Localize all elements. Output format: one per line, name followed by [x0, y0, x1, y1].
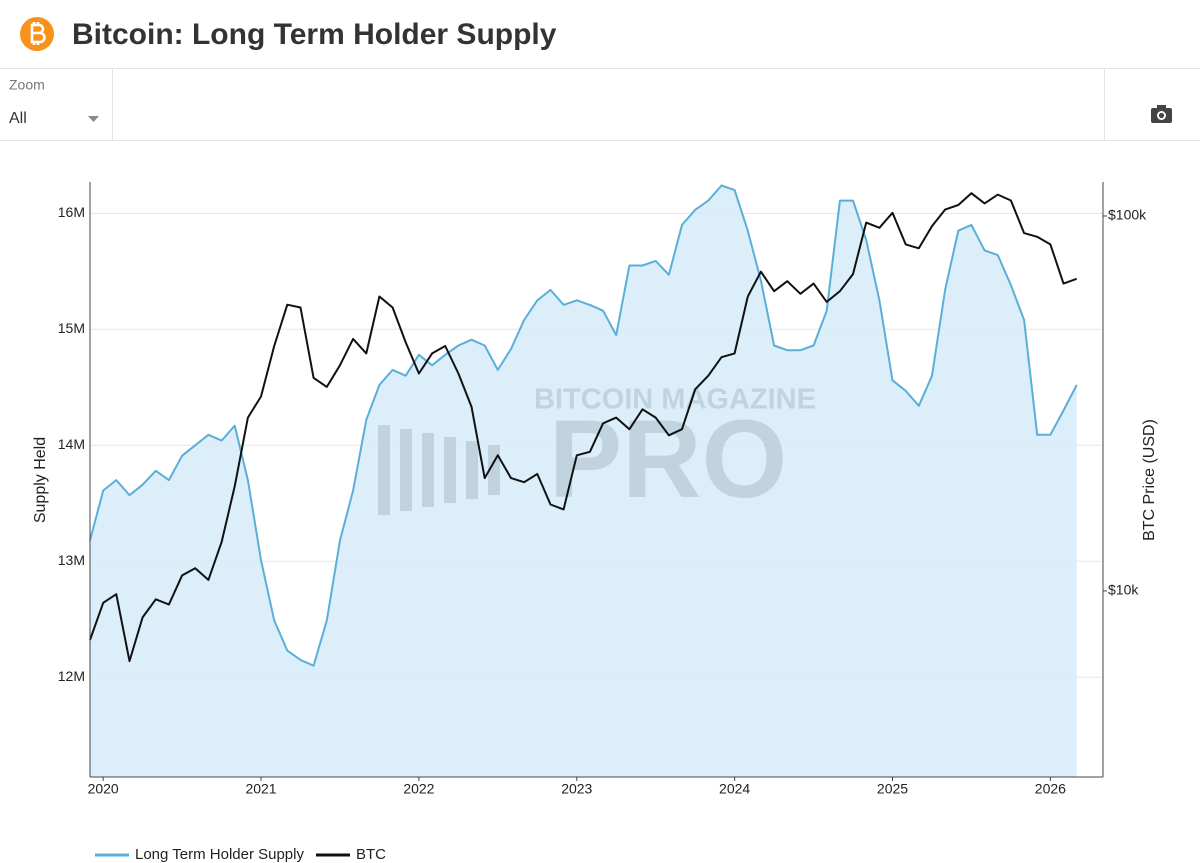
x-tick-label: 2022: [403, 781, 434, 797]
plot: 12M 13M 14M 15M 16M $10k $100k 2020 2021 2022 2023…: [32, 182, 1158, 863]
x-tick-label: 2026: [1035, 781, 1066, 797]
watermark-text: PRO: [549, 398, 787, 521]
y2-tick-label: $100k: [1108, 207, 1147, 223]
x-tick-label: 2021: [245, 781, 276, 797]
watermark-stripe: [378, 425, 390, 515]
legend-label: Long Term Holder Supply: [135, 846, 304, 863]
y2-axis-title: BTC Price (USD): [1141, 419, 1158, 541]
dropdown-arrow[interactable]: [88, 116, 99, 122]
header: Bitcoin: Long Term Holder Supply: [0, 17, 1200, 69]
area: [90, 185, 1077, 777]
x-tick-label: 2020: [88, 781, 119, 797]
page-title: Bitcoin: Long Term Holder Supply: [72, 18, 557, 51]
x-tick-label: 2025: [877, 781, 908, 797]
zoom-select[interactable]: All: [9, 110, 27, 127]
zoom-label: Zoom: [9, 77, 45, 93]
toolbar: Zoom All: [0, 69, 1200, 141]
y-axis-title: Supply Held: [32, 437, 49, 523]
y-tick-label: 13M: [58, 552, 85, 568]
y2-tick-label: $10k: [1108, 582, 1139, 598]
y-tick-label: 16M: [58, 204, 85, 220]
y-tick-label: 14M: [58, 436, 85, 452]
watermark-stripe: [466, 441, 478, 499]
watermark-stripe: [422, 433, 434, 507]
y-tick-label: 12M: [58, 668, 85, 684]
x-tick-label: 2024: [719, 781, 750, 797]
bitcoin-glyph: [30, 22, 46, 45]
watermark-stripe: [444, 437, 456, 503]
legend-label: BTC: [356, 846, 386, 863]
line: [89, 192, 1078, 663]
watermark-text: BITCOIN MAGAZINE: [534, 384, 816, 416]
watermark-stripe: [400, 429, 412, 511]
y-tick-label: 15M: [58, 320, 85, 336]
line: [89, 184, 1078, 667]
camera-button[interactable]: [1151, 105, 1172, 123]
x-tick-label: 2023: [561, 781, 592, 797]
